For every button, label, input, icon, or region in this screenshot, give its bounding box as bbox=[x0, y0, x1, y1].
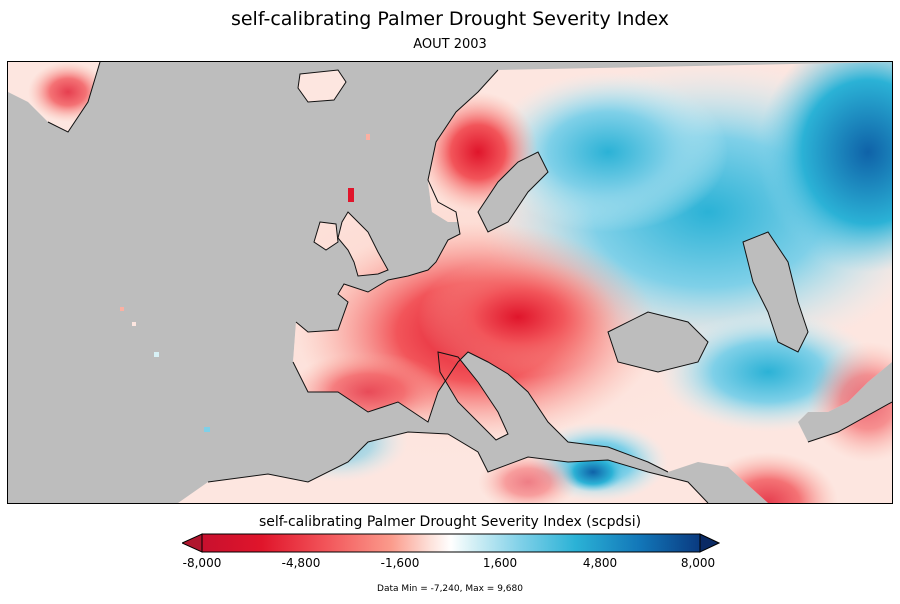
colorbar-under-arrow bbox=[182, 533, 203, 553]
colorbar-over-arrow bbox=[699, 533, 720, 553]
map-title: self-calibrating Palmer Drought Severity… bbox=[230, 8, 670, 30]
tick-label: 1,600 bbox=[482, 556, 518, 570]
tick-label: 8,000 bbox=[680, 556, 716, 570]
tick-label: -8,000 bbox=[182, 556, 222, 570]
map-subtitle: AOUT 2003 bbox=[413, 37, 487, 52]
tick-label: -1,600 bbox=[380, 556, 420, 570]
tick-label: -4,800 bbox=[281, 556, 321, 570]
map-panel bbox=[7, 61, 893, 504]
colorbar-ticks: -8,000 -4,800 -1,600 1,600 4,800 8,000 bbox=[0, 556, 900, 572]
drought-map bbox=[8, 62, 892, 503]
coastlines bbox=[47, 62, 892, 503]
data-range-label: Data Min = -7,240, Max = 9,680 bbox=[377, 584, 523, 594]
colorbar bbox=[182, 533, 720, 553]
tick-label: 4,800 bbox=[582, 556, 618, 570]
island-pixels bbox=[120, 134, 370, 432]
colorbar-title: self-calibrating Palmer Drought Severity… bbox=[258, 514, 642, 530]
